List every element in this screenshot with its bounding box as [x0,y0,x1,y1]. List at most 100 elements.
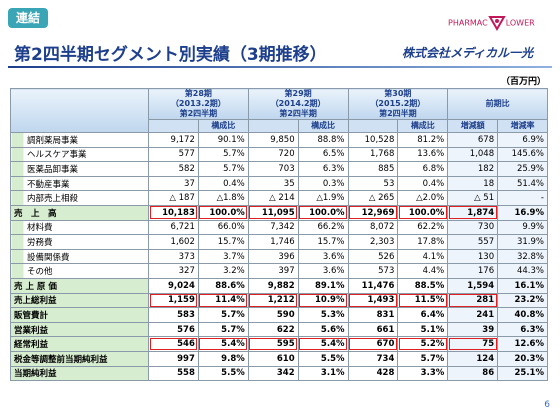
table-row: 売 上 高 10,183 100.0% 11,095 100.0% 12,969 100.0… [10,204,548,221]
value-cell: 88.6% [197,277,249,294]
value-cell: 577 [148,146,199,163]
table-row: 販管費計 583 5.7% 590 5.3% 831 6.4% 241 40.8% [10,307,548,323]
value-cell: 9.8% [197,350,249,367]
title-rule [8,66,552,68]
value-cell: 5.1% [397,321,449,338]
value-cell: 3.2% [197,263,249,279]
table-row: 売 上 原 価 9,024 88.6% 9,882 89.1% 11,476 88.5% 1,… [10,277,548,294]
sub-header: 増減額 [447,119,499,133]
value-cell: 734 [347,350,399,367]
value-cell: 3.6% [297,248,349,265]
value-cell: 75 [447,336,499,352]
value-cell: 6,721 [148,219,199,236]
value-cell: 35 [247,175,299,192]
table-row: 不動産事業 37 0.4% 35 0.3% 53 0.4% 18 51.4% [10,175,548,192]
table-row: 経常利益 546 5.4% 595 5.4% 670 5.2% 75 12.6% [10,336,548,352]
value-cell: 17.8% [397,234,449,250]
value-cell: 5.7% [197,146,249,163]
value-cell: △ 187 [148,190,199,206]
value-cell: △ 51 [447,190,499,206]
value-cell: 53 [347,175,399,192]
group-header-line: 第2四半期 [179,109,218,118]
group-header-line: 第2四半期 [279,109,317,118]
value-cell: 66.2% [297,219,349,236]
table-row: 税金等調整前当期純利益 997 9.8% 610 5.5% 734 5.7% 124 20.3% [10,350,548,367]
sub-header [247,119,299,133]
value-cell: 6.4% [397,307,449,323]
value-cell: 5.2% [397,336,449,352]
value-cell: 9,850 [247,132,299,148]
value-cell: 546 [148,336,199,352]
value-cell: △ 265 [347,190,399,206]
value-cell: 428 [347,365,399,382]
value-cell: 576 [148,321,199,338]
group-header: 第28期 （2013.2期） 第2四半期 [148,88,249,120]
table-row: 設備関係費 373 3.7% 396 3.6% 526 4.1% 130 32.8% [10,248,548,265]
page-number: 6 [544,400,550,410]
value-cell: 5.7% [197,307,249,323]
row-label: 販管費計 [10,307,149,323]
value-cell: 9,882 [247,277,299,294]
logo-mark [487,16,506,31]
value-cell: 15.7% [297,234,349,250]
value-cell: 81.2% [397,132,449,148]
value-cell: 10.9% [297,292,349,309]
value-cell: 124 [447,350,499,367]
value-cell: 9,172 [148,132,199,148]
value-cell: 6.9% [497,132,548,148]
value-cell: 51.4% [497,175,548,192]
value-cell: △1.9% [297,190,349,206]
value-cell: 39 [447,321,499,338]
value-cell: 0.3% [297,175,349,192]
value-cell: 1,048 [447,146,499,163]
group-header-line: 第29期 [284,89,312,99]
table-row: 医薬品卸事業 582 5.7% 703 6.3% 885 6.8% 182 25.9% [10,161,548,177]
value-cell: 9.9% [497,219,548,236]
group-header-line: 第2四半期 [379,109,417,118]
sub-header: 構成比 [297,119,349,133]
sub-header [148,119,199,133]
badge: 連結 [8,8,48,28]
value-cell: 342 [247,365,299,382]
title: 第2四半期セグメント別実績（3期推移） [14,45,327,65]
value-cell: 5.4% [197,336,249,352]
group-header-line: 第28期 [184,89,212,99]
value-cell: 281 [447,292,499,309]
value-cell: 661 [347,321,399,338]
value-cell: 40.8% [497,307,548,323]
value-cell: 1,746 [247,234,299,250]
value-cell: 670 [347,336,399,352]
value-cell: 557 [447,234,499,250]
table-row: 当期純利益 558 5.5% 342 3.1% 428 3.3% 86 25.1% [10,365,548,382]
value-cell: 145.6% [497,146,548,163]
value-cell: 5.7% [197,161,249,177]
value-cell: 182 [447,161,499,177]
table-row: その他 327 3.2% 397 3.6% 573 4.4% 176 44.3% [10,263,548,279]
value-cell: 6.3% [297,161,349,177]
value-cell: 720 [247,146,299,163]
value-cell: 622 [247,321,299,338]
value-cell: 2,303 [347,234,399,250]
header-row: 構成比 構成比 構成比 増減額 増減率 [11,119,548,133]
value-cell: 1,493 [347,292,399,309]
value-cell: 66.0% [197,219,249,236]
value-cell: 590 [247,307,299,323]
group-header-line: 第30期 [384,89,412,99]
row-label: 不動産事業 [10,175,149,192]
value-cell: 0.4% [397,175,449,192]
value-cell: 3.6% [297,263,349,279]
value-cell: 885 [347,161,399,177]
table-row: 売上総利益 1,159 11.4% 1,212 10.9% 1,493 11.5% 281 23… [10,292,548,309]
value-cell: 703 [247,161,299,177]
table-row: 内部売上相殺 △ 187 △1.8% △ 214 △1.9% △ 265 △2.0% △ 51… [10,190,548,206]
group-header: 前期比 [447,88,548,120]
group-header-line: （2013.2期） [170,99,226,108]
value-cell: 5.7% [197,321,249,338]
row-label: 医薬品卸事業 [10,161,149,177]
value-cell: 25.1% [497,365,548,382]
value-cell: 11.4% [197,292,249,309]
value-cell: 12.6% [497,336,548,352]
value-cell: 18 [447,175,499,192]
sub-header [347,119,399,133]
